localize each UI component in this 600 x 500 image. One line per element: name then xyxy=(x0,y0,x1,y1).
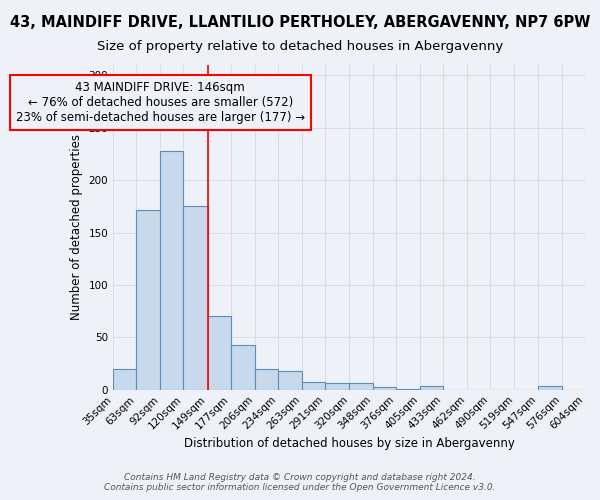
Bar xyxy=(160,151,184,390)
Bar xyxy=(184,206,208,390)
Text: Contains HM Land Registry data © Crown copyright and database right 2024.
Contai: Contains HM Land Registry data © Crown c… xyxy=(104,473,496,492)
Text: Size of property relative to detached houses in Abergavenny: Size of property relative to detached ho… xyxy=(97,40,503,53)
Bar xyxy=(373,386,396,390)
Bar xyxy=(349,384,373,390)
Bar xyxy=(420,386,443,390)
Bar xyxy=(255,369,278,390)
Bar xyxy=(538,386,562,390)
Bar xyxy=(231,344,255,390)
Bar xyxy=(325,384,349,390)
Bar xyxy=(278,371,302,390)
Text: 43 MAINDIFF DRIVE: 146sqm
← 76% of detached houses are smaller (572)
23% of semi: 43 MAINDIFF DRIVE: 146sqm ← 76% of detac… xyxy=(16,80,305,124)
Bar xyxy=(302,382,325,390)
X-axis label: Distribution of detached houses by size in Abergavenny: Distribution of detached houses by size … xyxy=(184,437,514,450)
Bar xyxy=(136,210,160,390)
Bar xyxy=(396,388,420,390)
Y-axis label: Number of detached properties: Number of detached properties xyxy=(70,134,83,320)
Bar xyxy=(208,316,231,390)
Bar xyxy=(113,369,136,390)
Text: 43, MAINDIFF DRIVE, LLANTILIO PERTHOLEY, ABERGAVENNY, NP7 6PW: 43, MAINDIFF DRIVE, LLANTILIO PERTHOLEY,… xyxy=(10,15,590,30)
